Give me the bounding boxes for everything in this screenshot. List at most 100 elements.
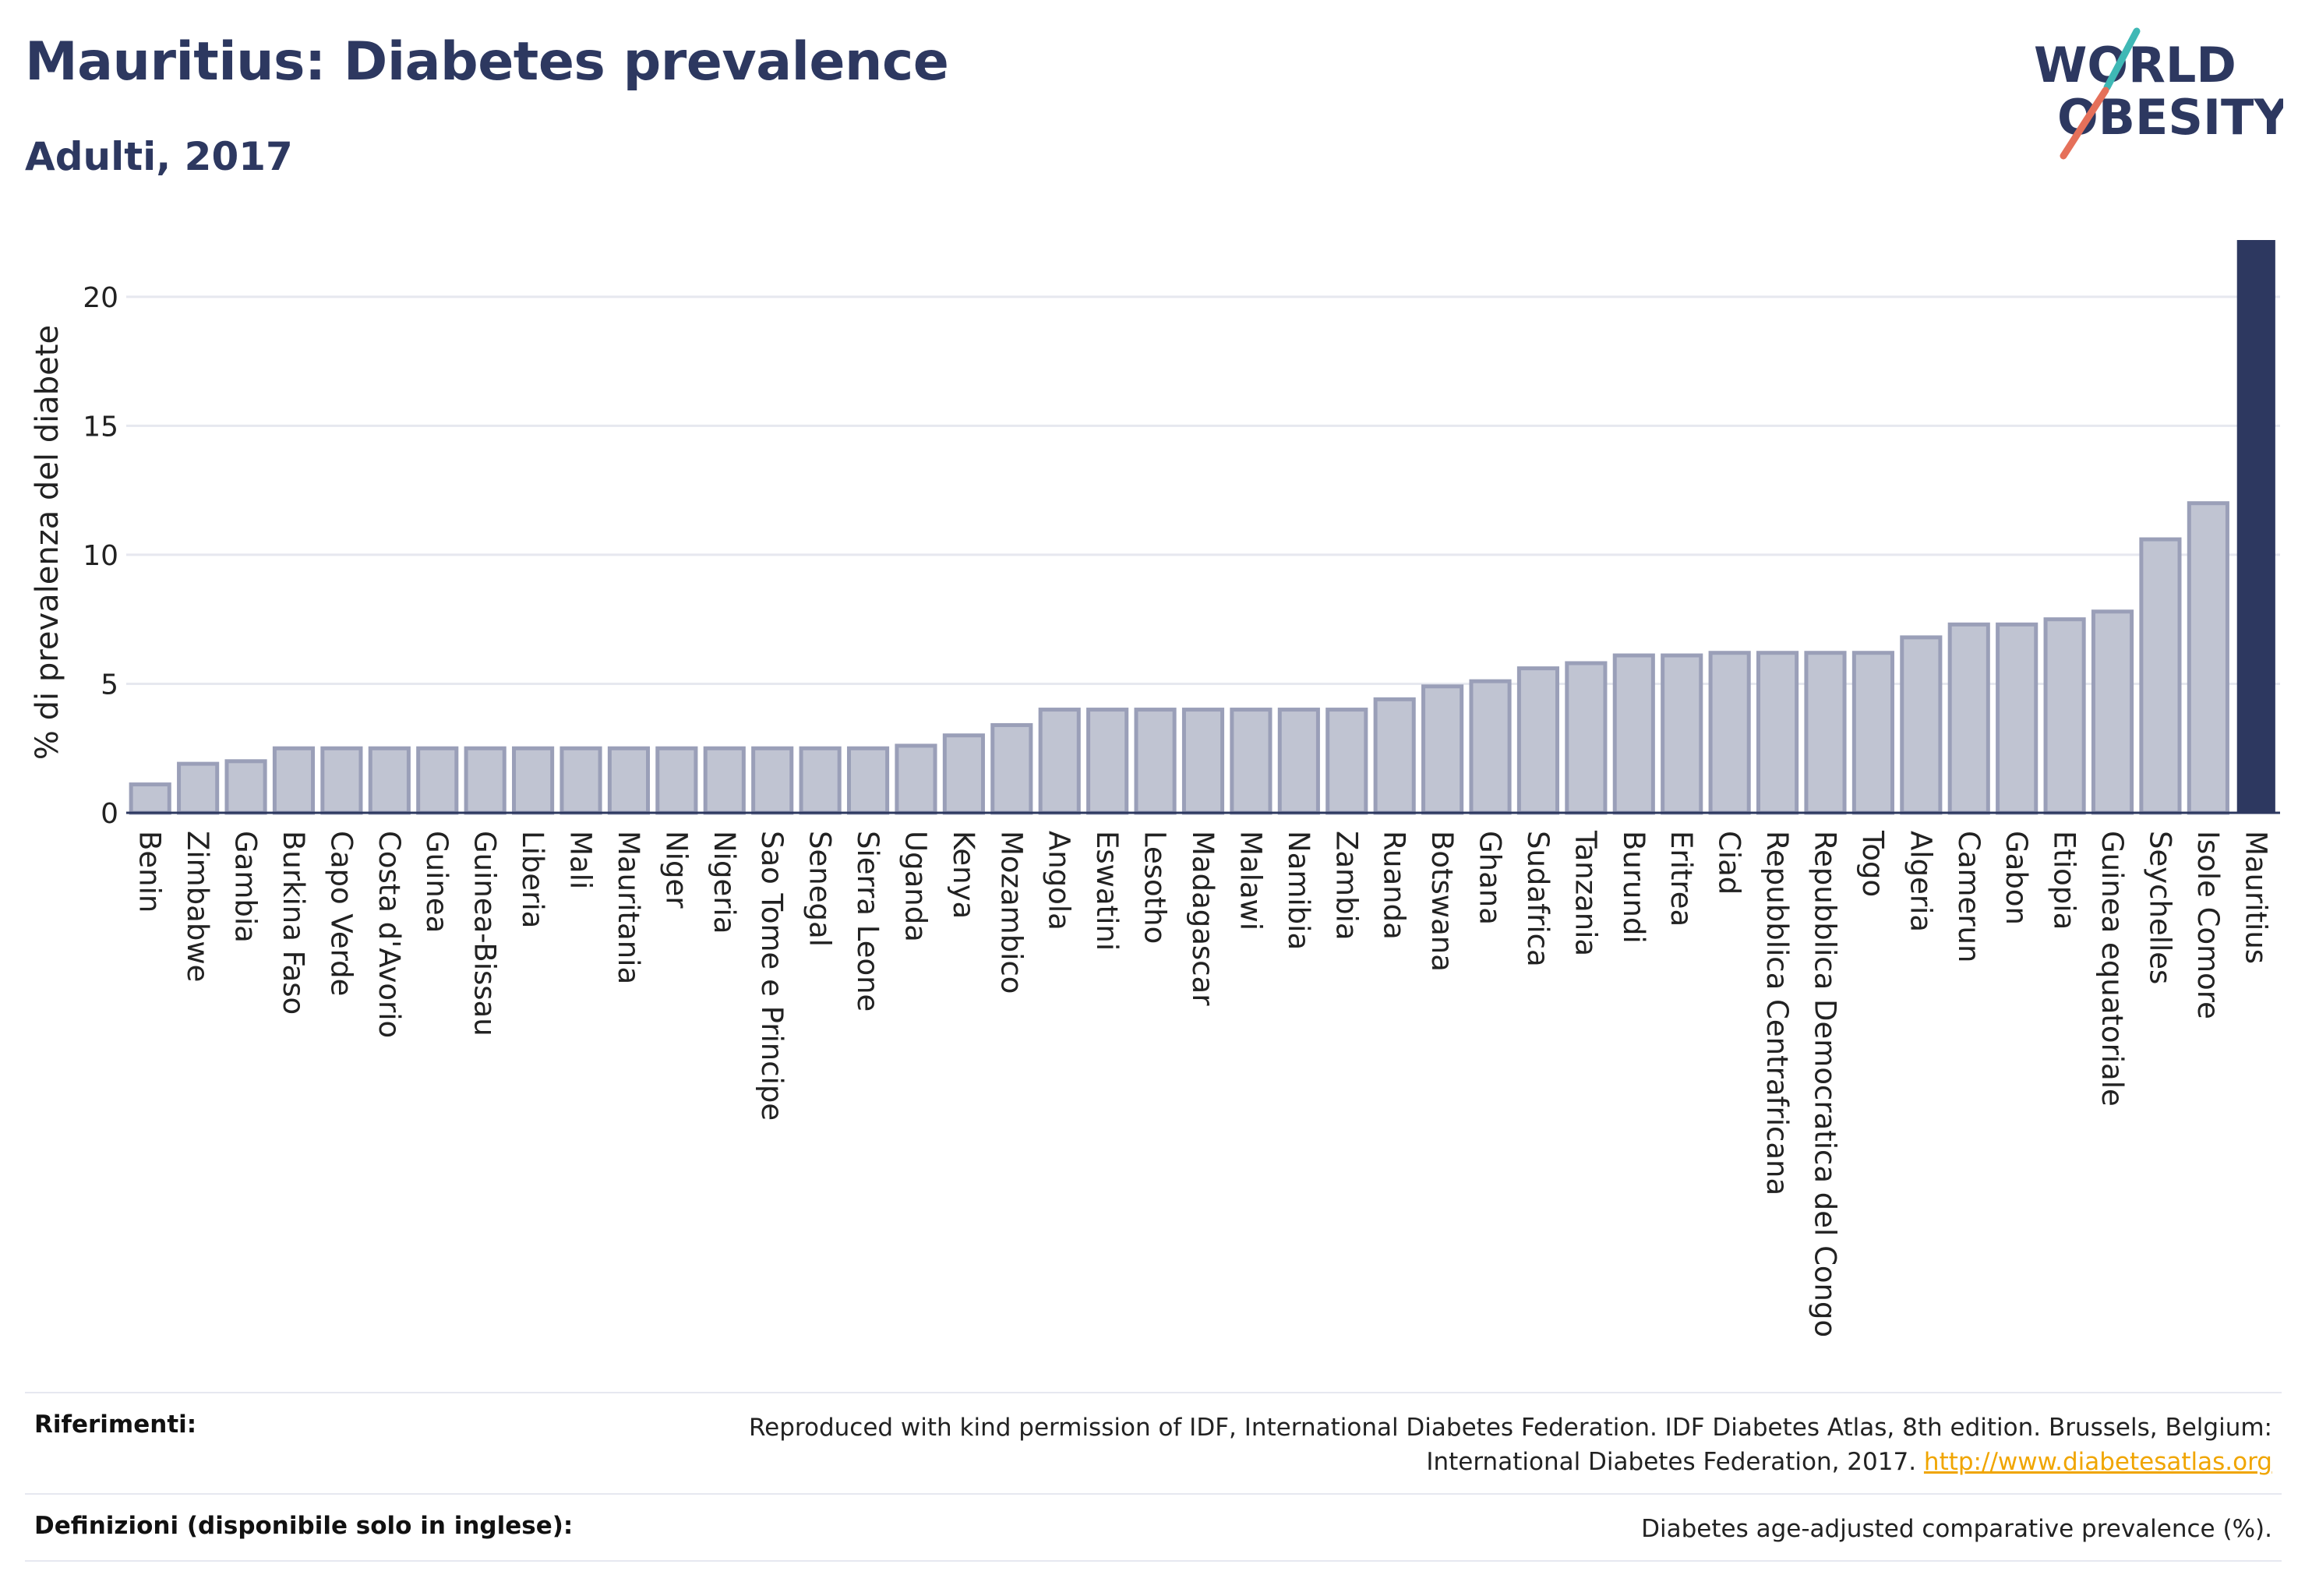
x-tick-label: Sierra Leone [851,831,884,1012]
bar-niger[interactable] [655,746,698,815]
x-tick-label: Guinea equatoriale [2095,831,2129,1107]
x-tick-label: Benin [133,831,167,913]
bar-burkina-faso[interactable] [272,746,316,815]
x-tick-label: Ghana [1474,831,1507,925]
x-tick-label: Ciad [1713,831,1746,895]
x-tick-label: Lesotho [1138,831,1172,944]
bar-repubblica-democratica-del-congo[interactable] [1804,651,1847,815]
x-tick-label: Zimbabwe [181,831,214,982]
x-tick-label: Liberia [516,831,549,928]
x-tick-label: Nigeria [708,831,741,934]
x-tick-label: Ruanda [1378,831,1411,940]
references-link[interactable]: http://www.diabetesatlas.org [1923,1448,2272,1476]
x-tick-label: Zambia [1329,831,1363,941]
x-tick-label: Namibia [1282,831,1315,950]
x-tick-label: Mauritius [2239,831,2272,964]
bar-madagascar[interactable] [1181,708,1225,815]
world-obesity-logo-graphic: WORLD OBESITY [2034,27,2289,160]
x-tick-label: Guinea [420,831,454,933]
bar-tanzania[interactable] [1565,661,1608,815]
definitions-row: Definizioni (disponibile solo in inglese… [25,1493,2282,1562]
bar-senegal[interactable] [799,746,842,815]
bar-eritrea[interactable] [1661,653,1703,815]
bar-malawi[interactable] [1230,708,1273,815]
x-tick-label: Repubblica Democratica del Congo [1808,831,1841,1337]
x-tick-label: Senegal [803,831,837,947]
x-tick-label: Sao Tome e Principe [755,831,789,1121]
bar-etiopia[interactable] [2043,617,2086,815]
x-tick-label: Camerun [1952,831,1986,962]
bar-guinea-equatoriale[interactable] [2091,609,2134,815]
world-obesity-logo[interactable]: WORLD OBESITY [2026,23,2289,164]
bar-mauritius[interactable] [2236,240,2275,813]
bar-sao-tome-e-principe[interactable] [751,746,794,815]
x-tick-label: Etiopia [2048,831,2081,930]
logo-word-world: WORLD [2034,37,2236,94]
logo-word-obesity: OBESITY [2057,89,2283,146]
bar-guinea-bissau[interactable] [464,746,507,815]
y-tick-label: 20 [83,282,118,314]
bar-mozambico[interactable] [990,722,1033,815]
x-tick-label: Guinea-Bissau [468,831,502,1036]
x-tick-label: Burundi [1617,831,1650,944]
bar-ruanda[interactable] [1373,697,1416,815]
x-tick-label: Eritrea [1664,831,1698,927]
bar-costa-d-avorio[interactable] [368,746,411,815]
x-tick-label: Angola [1043,831,1076,930]
references-row: Riferimenti: Reproduced with kind permis… [25,1392,2282,1493]
bar-gabon[interactable] [1996,622,2038,815]
bars [129,240,2275,815]
bar-nigeria[interactable] [703,746,746,815]
bar-camerun[interactable] [1947,622,1990,815]
bar-togo[interactable] [1851,651,1894,815]
y-axis-title: % di prevalenza del diabete [30,325,65,760]
bar-ghana[interactable] [1469,679,1512,815]
bar-guinea[interactable] [416,746,459,815]
x-tick-label: Togo [1856,830,1890,897]
x-tick-label: Mozambico [994,831,1028,994]
bar-eswatini[interactable] [1086,708,1129,815]
bar-gambia[interactable] [224,759,267,815]
bar-liberia[interactable] [512,746,555,815]
x-tick-label: Mali [564,831,598,889]
bar-ciad[interactable] [1708,651,1751,815]
logo-slash-coral [2060,87,2109,160]
bar-burundi[interactable] [1612,653,1655,815]
logo-slash-teal [2103,27,2141,91]
x-tick-label: Gambia [229,831,263,943]
bar-botswana[interactable] [1421,684,1464,815]
bar-mauritania[interactable] [607,746,651,815]
x-tick-label: Eswatini [1090,831,1124,951]
bar-angola[interactable] [1038,708,1081,815]
bar-lesotho[interactable] [1134,708,1177,815]
bar-repubblica-centrafricana[interactable] [1756,651,1799,815]
bar-kenya[interactable] [942,733,985,815]
bar-zambia[interactable] [1325,708,1368,815]
y-tick-label: 5 [101,669,118,701]
x-tick-label: Algeria [1904,831,1937,932]
bar-isole-comore[interactable] [2187,501,2229,815]
x-tick-label: Costa d'Avorio [372,831,406,1038]
bar-benin[interactable] [129,782,171,815]
references-label: Riferimenti: [34,1411,197,1439]
definitions-text: Diabetes age-adjusted comparative preval… [1641,1515,2272,1543]
bar-zimbabwe[interactable] [177,761,220,815]
x-tick-label: Niger [659,831,693,909]
x-tick-label: Madagascar [1186,831,1220,1006]
x-axis-labels: Benin Zimbabwe Gambia Burkina Faso Capo Verd… [133,830,2273,1337]
page-subtitle: Adulti, 2017 [25,134,293,179]
bar-sierra-leone[interactable] [846,746,890,815]
bar-chart: % di prevalenza del diabete 0 5 10 15 20 Ben… [30,240,2280,1337]
y-tick-label: 15 [83,411,118,443]
x-tick-label: Mauritania [612,831,645,984]
y-tick-label: 0 [101,798,118,830]
bar-capo-verde[interactable] [320,746,363,815]
bar-algeria[interactable] [1900,635,1943,815]
bar-namibia[interactable] [1277,708,1320,815]
bar-seychelles[interactable] [2139,537,2182,815]
x-tick-label: Tanzania [1569,830,1602,956]
bar-uganda[interactable] [895,743,937,815]
x-tick-label: Isole Comore [2191,831,2225,1019]
bar-sudafrica[interactable] [1516,666,1560,815]
bar-mali[interactable] [559,746,602,815]
